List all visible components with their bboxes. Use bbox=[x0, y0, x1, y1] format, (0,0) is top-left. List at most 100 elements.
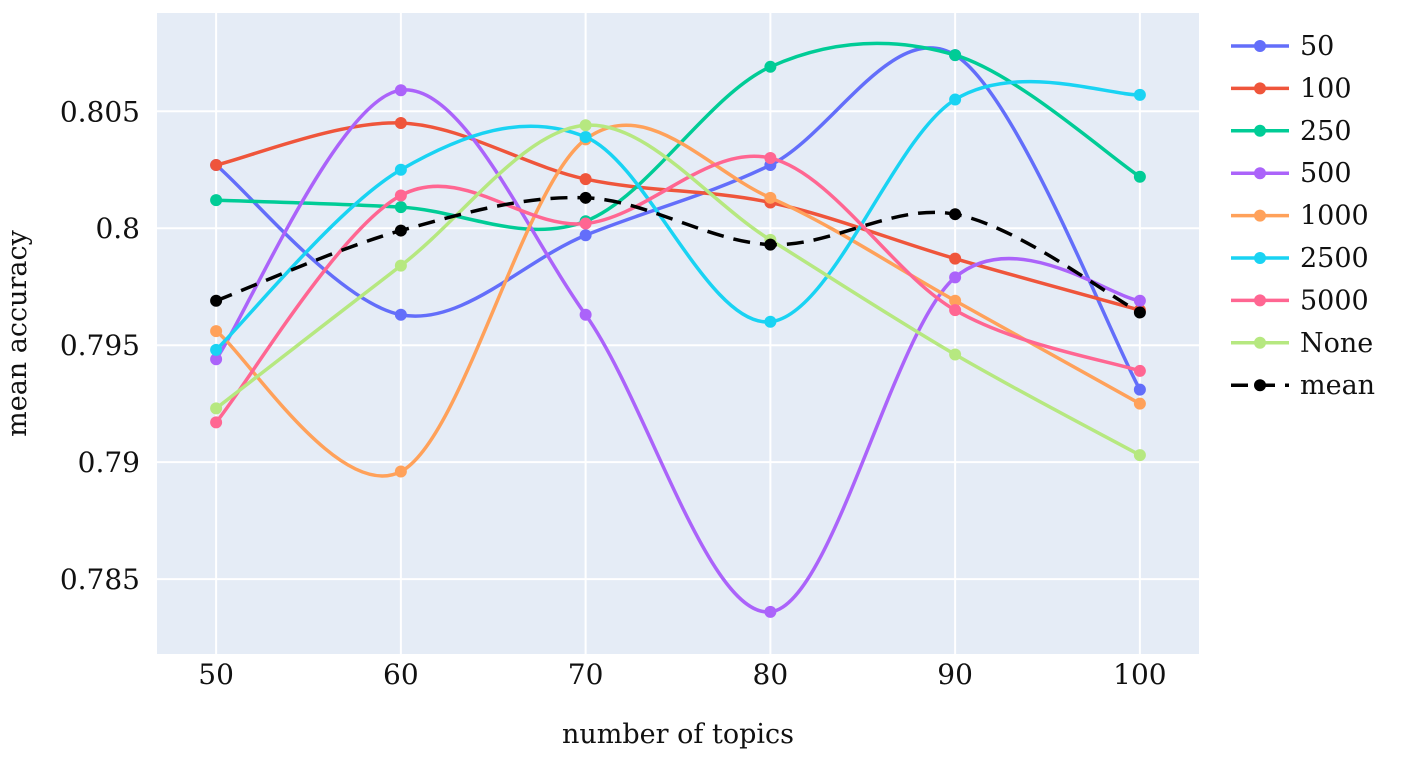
series-line-5000 bbox=[214, 154, 1141, 424]
data-point-2500 bbox=[579, 130, 592, 143]
data-point-none bbox=[394, 259, 407, 272]
data-point-mean bbox=[949, 208, 962, 221]
y-axis-title: mean accuracy bbox=[2, 229, 33, 437]
data-point-1000 bbox=[949, 294, 962, 307]
data-point-1000 bbox=[1133, 397, 1146, 410]
data-point-5000 bbox=[1133, 364, 1146, 377]
data-point-500 bbox=[1133, 294, 1146, 307]
y-tick-label: 0.79 bbox=[78, 446, 140, 479]
legend-item-50[interactable]: 50 bbox=[1231, 31, 1334, 62]
data-point-500 bbox=[764, 605, 777, 618]
legend-swatch-marker bbox=[1254, 209, 1266, 222]
series-250 bbox=[210, 41, 1146, 232]
legend-item-500[interactable]: 500 bbox=[1231, 158, 1352, 189]
data-point-250 bbox=[210, 194, 223, 207]
data-point-1000 bbox=[394, 465, 407, 478]
data-point-50 bbox=[1133, 383, 1146, 396]
legend-label: None bbox=[1300, 328, 1373, 359]
data-point-none bbox=[1133, 449, 1146, 462]
data-point-500 bbox=[579, 308, 592, 321]
y-gridlines bbox=[157, 110, 1199, 581]
y-tick-label: 0.795 bbox=[60, 329, 140, 362]
series-line-2500 bbox=[214, 79, 1140, 352]
data-point-none bbox=[949, 348, 962, 361]
data-point-none bbox=[579, 119, 592, 132]
x-tick-labels: 50 60 70 80 90 100 bbox=[198, 658, 1166, 691]
data-point-100 bbox=[210, 159, 223, 172]
legend: 50 100 250 500 1000 2500 5000 None mean bbox=[1231, 31, 1375, 401]
data-point-mean bbox=[1133, 306, 1146, 319]
legend-item-5000[interactable]: 5000 bbox=[1231, 285, 1369, 316]
data-point-250 bbox=[949, 49, 962, 62]
x-tick-label: 50 bbox=[198, 658, 234, 691]
legend-item-2500[interactable]: 2500 bbox=[1231, 243, 1369, 274]
y-tick-label: 0.785 bbox=[60, 563, 140, 596]
x-tick-label: 60 bbox=[383, 658, 419, 691]
data-point-mean bbox=[764, 238, 777, 251]
y-tick-label: 0.805 bbox=[60, 95, 140, 128]
legend-swatch-marker bbox=[1254, 82, 1266, 95]
legend-swatch-marker bbox=[1254, 167, 1266, 180]
legend-label: 1000 bbox=[1300, 201, 1369, 232]
legend-label: 250 bbox=[1300, 116, 1352, 147]
x-axis-title: number of topics bbox=[562, 719, 794, 750]
y-tick-label: 0.8 bbox=[95, 212, 140, 245]
data-point-5000 bbox=[579, 217, 592, 230]
data-point-250 bbox=[394, 201, 407, 214]
legend-swatch-marker bbox=[1254, 379, 1266, 392]
data-point-500 bbox=[210, 353, 223, 366]
x-tick-label: 100 bbox=[1113, 658, 1166, 691]
legend-label: 500 bbox=[1300, 158, 1352, 189]
data-point-2500 bbox=[1133, 88, 1146, 101]
data-point-2500 bbox=[764, 315, 777, 328]
data-point-250 bbox=[764, 60, 777, 73]
legend-swatch-marker bbox=[1254, 336, 1266, 349]
data-point-5000 bbox=[949, 304, 962, 317]
legend-swatch-marker bbox=[1254, 40, 1266, 52]
data-point-2500 bbox=[394, 163, 407, 176]
data-point-5000 bbox=[210, 416, 223, 429]
legend-swatch-marker bbox=[1254, 252, 1266, 264]
y-tick-labels: 0.785 0.79 0.795 0.8 0.805 bbox=[60, 95, 140, 596]
legend-item-1000[interactable]: 1000 bbox=[1231, 201, 1369, 232]
series-line-50 bbox=[215, 46, 1142, 391]
data-point-mean bbox=[579, 191, 592, 204]
data-point-mean bbox=[210, 294, 223, 307]
series-line-mean bbox=[215, 195, 1141, 314]
series-1000 bbox=[210, 123, 1146, 478]
legend-item-mean[interactable]: mean bbox=[1231, 370, 1375, 401]
data-point-500 bbox=[949, 271, 962, 284]
data-point-1000 bbox=[764, 191, 777, 204]
series-layer bbox=[210, 41, 1146, 618]
data-point-5000 bbox=[394, 189, 407, 202]
x-tick-label: 80 bbox=[753, 658, 789, 691]
series-line-none bbox=[215, 123, 1141, 457]
legend-label: mean bbox=[1300, 370, 1375, 401]
data-point-2500 bbox=[949, 93, 962, 106]
data-point-5000 bbox=[764, 152, 777, 165]
legend-swatch-marker bbox=[1254, 294, 1266, 307]
legend-label: 5000 bbox=[1300, 285, 1369, 316]
data-point-250 bbox=[1133, 170, 1146, 183]
data-point-none bbox=[210, 402, 223, 415]
legend-item-none[interactable]: None bbox=[1231, 328, 1373, 359]
plot-area bbox=[157, 13, 1199, 654]
legend-label: 50 bbox=[1300, 31, 1334, 62]
data-point-500 bbox=[394, 84, 407, 97]
series-5000 bbox=[210, 152, 1146, 429]
data-point-100 bbox=[394, 116, 407, 129]
legend-item-100[interactable]: 100 bbox=[1231, 73, 1352, 104]
legend-item-250[interactable]: 250 bbox=[1231, 116, 1352, 147]
series-line-250 bbox=[216, 41, 1141, 232]
x-tick-label: 90 bbox=[937, 658, 973, 691]
data-point-50 bbox=[394, 308, 407, 321]
legend-label: 2500 bbox=[1300, 243, 1369, 274]
series-500 bbox=[210, 84, 1146, 618]
series-2500 bbox=[210, 79, 1146, 356]
data-point-2500 bbox=[210, 343, 223, 356]
data-point-100 bbox=[949, 252, 962, 265]
data-point-mean bbox=[394, 224, 407, 237]
data-point-50 bbox=[579, 229, 592, 242]
